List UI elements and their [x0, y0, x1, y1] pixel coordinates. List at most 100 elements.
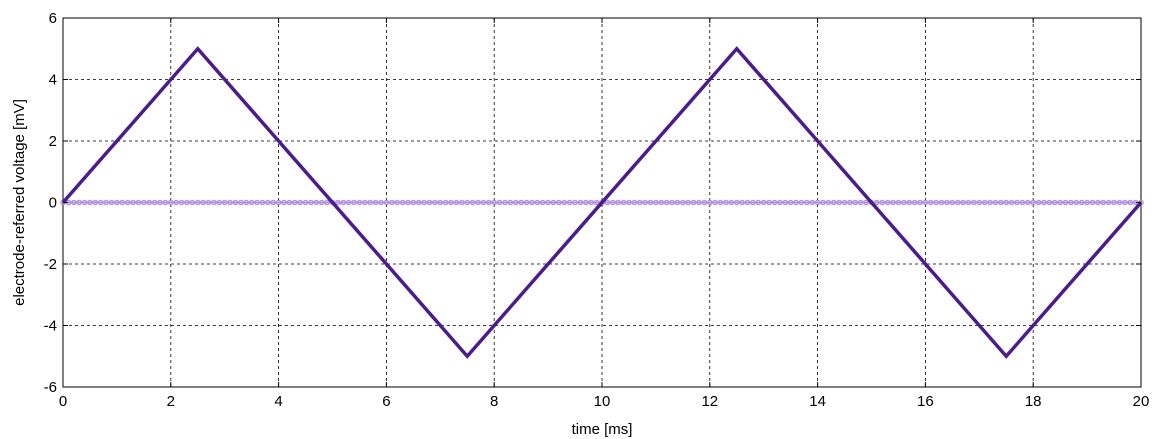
- series-flat-point: [717, 199, 724, 206]
- series-flat-point: [265, 199, 271, 206]
- series-flat-point: [890, 199, 896, 206]
- series-flat-point: [685, 199, 692, 206]
- series-flat-point: [469, 199, 476, 206]
- series-flat-point: [87, 199, 93, 206]
- series-flat-point: [286, 199, 293, 206]
- series-flat-point: [647, 199, 654, 206]
- x-tick-label: 14: [809, 393, 826, 410]
- series-flat-point: [1003, 199, 1010, 206]
- series-flat-point: [1078, 199, 1085, 206]
- x-tick-label: 2: [167, 393, 175, 410]
- series-flat-point: [1127, 199, 1134, 206]
- series-flat-point: [863, 199, 869, 206]
- series-flat-point: [1041, 199, 1047, 206]
- series-flat-point: [318, 199, 325, 206]
- series-flat-point: [960, 199, 966, 206]
- series-flat-point: [421, 199, 427, 206]
- series-flat-point: [566, 199, 573, 206]
- series-flat-point: [998, 199, 1004, 206]
- series-flat-point: [884, 199, 891, 206]
- ticks: 0 2 4 6 8 10 12 14 16 18 20 -6 -4 -2 0 2 4 6: [44, 10, 1150, 410]
- series-flat-point: [114, 199, 120, 206]
- series-flat-point: [351, 199, 357, 206]
- series-flat-point: [124, 199, 131, 206]
- series-flat-point: [415, 199, 422, 206]
- series-flat-point: [313, 199, 320, 206]
- x-tick-label: 12: [701, 393, 718, 410]
- x-tick-label: 16: [917, 393, 934, 410]
- series-flat-point: [259, 199, 266, 206]
- series-flat-point: [302, 199, 309, 206]
- series-flat-point: [545, 199, 551, 206]
- x-tick-label: 0: [59, 393, 67, 410]
- series-flat-point: [92, 199, 99, 206]
- series-flat-point: [496, 199, 503, 206]
- y-tick-label: 0: [49, 195, 57, 212]
- series-flat-point: [782, 199, 789, 206]
- series-flat-point: [394, 199, 400, 206]
- x-tick-label: 18: [1025, 393, 1042, 410]
- series-flat-point: [388, 199, 395, 206]
- series-flat-point: [1062, 199, 1069, 206]
- series-flat-point: [356, 199, 363, 206]
- series-flat-point: [81, 199, 88, 206]
- x-tick-label: 20: [1133, 393, 1150, 410]
- series-flat-point: [620, 199, 627, 206]
- series-flat-point: [475, 199, 481, 206]
- series-flat-point: [173, 199, 179, 206]
- series-flat-point: [1057, 199, 1063, 206]
- series-flat-point: [787, 199, 794, 206]
- series-flat-point: [911, 199, 918, 206]
- series-flat-point: [669, 199, 675, 206]
- series-flat-point: [372, 199, 379, 206]
- series-flat-point: [480, 199, 487, 206]
- series-flat-point: [184, 199, 190, 206]
- series-flat-point: [830, 199, 837, 206]
- series-flat-point: [378, 199, 384, 206]
- series-layer: [60, 46, 1144, 359]
- series-flat-point: [971, 199, 977, 206]
- series-flat-point: [857, 199, 864, 206]
- series-flat-point: [609, 199, 616, 206]
- series-flat-point: [874, 199, 880, 206]
- series-flat-point: [642, 199, 648, 206]
- x-tick-label: 6: [382, 393, 390, 410]
- series-flat-point: [733, 199, 740, 206]
- series-flat-point: [270, 199, 277, 206]
- series-flat-point: [1068, 199, 1074, 206]
- series-flat-point: [604, 199, 611, 206]
- series-flat-point: [291, 199, 298, 206]
- series-flat-point: [178, 199, 185, 206]
- series-flat-point: [766, 199, 772, 206]
- series-flat-point: [933, 199, 939, 206]
- series-flat-point: [1089, 199, 1096, 206]
- series-flat-point: [534, 199, 541, 206]
- series-flat-point: [238, 199, 244, 206]
- series-flat-point: [755, 199, 762, 206]
- series-flat-point: [1025, 199, 1031, 206]
- y-tick-label: 4: [49, 72, 57, 89]
- series-flat-point: [825, 199, 832, 206]
- series-flat-point: [405, 199, 411, 206]
- series-flat-point: [981, 199, 988, 206]
- series-flat-point: [771, 199, 778, 206]
- series-flat-point: [130, 199, 136, 206]
- series-flat-point: [906, 199, 913, 206]
- series-flat-point: [954, 199, 961, 206]
- series-flat-point: [399, 199, 406, 206]
- series-flat-point: [459, 199, 465, 206]
- series-flat-point: [583, 199, 589, 206]
- series-flat-point: [922, 199, 929, 206]
- series-flat-point: [1030, 199, 1037, 206]
- series-flat-point: [324, 199, 330, 206]
- series-flat-point: [108, 199, 115, 206]
- series-flat-point: [297, 199, 303, 206]
- x-tick-label: 8: [490, 393, 498, 410]
- series-flat-point: [836, 199, 842, 206]
- series-flat-point: [448, 199, 454, 206]
- series-flat-point: [949, 199, 956, 206]
- series-flat-point: [750, 199, 756, 206]
- y-tick-label: 6: [49, 10, 57, 27]
- series-flat-point: [70, 199, 77, 206]
